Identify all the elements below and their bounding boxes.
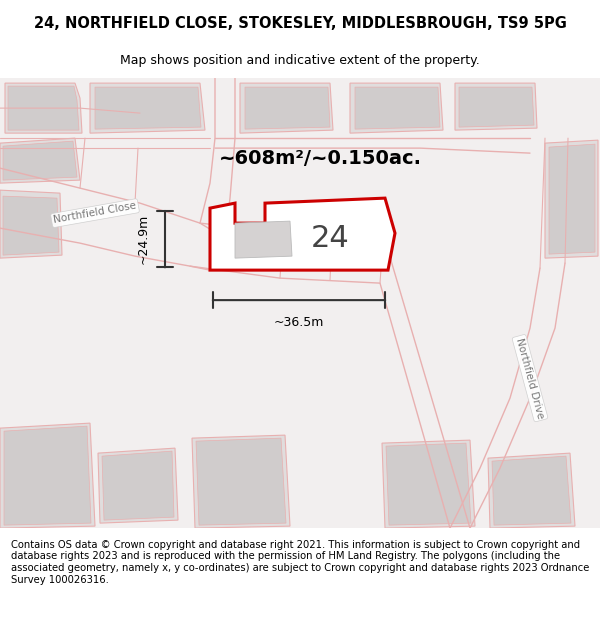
Text: Map shows position and indicative extent of the property.: Map shows position and indicative extent… (120, 54, 480, 68)
Polygon shape (102, 451, 174, 520)
Polygon shape (210, 198, 395, 270)
Polygon shape (8, 86, 79, 130)
Polygon shape (4, 426, 91, 525)
Polygon shape (240, 83, 333, 133)
Polygon shape (488, 453, 575, 528)
Polygon shape (95, 87, 201, 129)
Polygon shape (545, 140, 598, 258)
Polygon shape (90, 83, 205, 133)
Text: Northfield Close: Northfield Close (53, 201, 137, 226)
Polygon shape (245, 87, 330, 129)
Polygon shape (3, 196, 59, 255)
Polygon shape (455, 83, 537, 130)
Polygon shape (386, 443, 471, 525)
Polygon shape (3, 141, 77, 180)
Polygon shape (98, 448, 178, 523)
Text: 24, NORTHFIELD CLOSE, STOKESLEY, MIDDLESBROUGH, TS9 5PG: 24, NORTHFIELD CLOSE, STOKESLEY, MIDDLES… (34, 16, 566, 31)
Text: ~24.9m: ~24.9m (137, 214, 149, 264)
Polygon shape (459, 87, 534, 127)
Text: 24: 24 (311, 224, 349, 253)
Polygon shape (382, 440, 475, 528)
Polygon shape (0, 423, 95, 528)
Polygon shape (350, 83, 443, 133)
Polygon shape (0, 190, 62, 258)
Polygon shape (0, 138, 80, 183)
Text: Northfield Drive: Northfield Drive (514, 337, 545, 419)
Polygon shape (235, 221, 292, 258)
Polygon shape (0, 78, 600, 528)
Polygon shape (355, 87, 440, 129)
Text: ~36.5m: ~36.5m (274, 316, 324, 329)
Text: ~608m²/~0.150ac.: ~608m²/~0.150ac. (218, 149, 421, 168)
Polygon shape (5, 83, 82, 133)
Text: Contains OS data © Crown copyright and database right 2021. This information is : Contains OS data © Crown copyright and d… (11, 540, 589, 584)
Polygon shape (492, 456, 571, 525)
Polygon shape (549, 144, 595, 254)
Polygon shape (196, 438, 286, 525)
Polygon shape (192, 435, 290, 528)
